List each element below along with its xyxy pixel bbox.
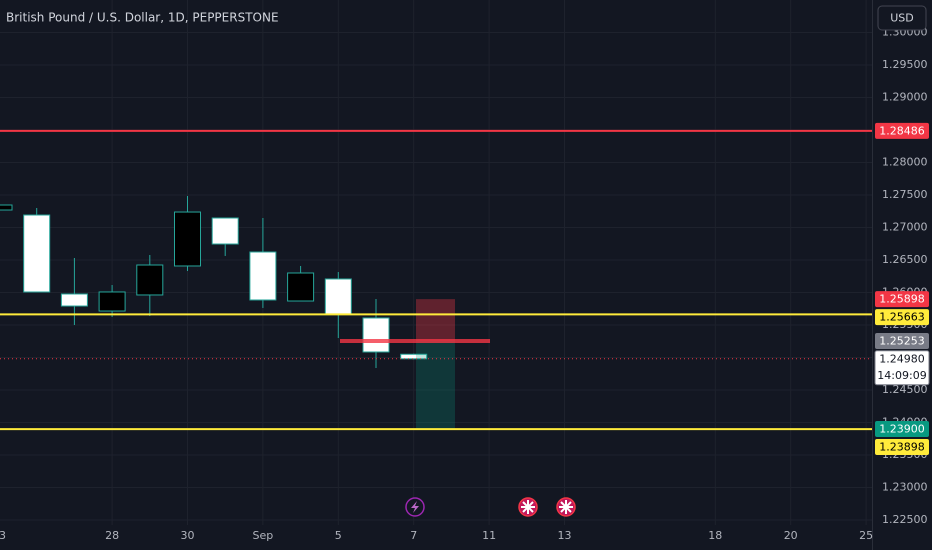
candle-body — [0, 204, 13, 211]
price-label: 1.28486 — [879, 124, 925, 137]
x-tick-label: 7 — [410, 529, 417, 542]
currency-button[interactable] — [877, 5, 927, 31]
price-label-box — [874, 350, 930, 386]
candle-body — [362, 317, 390, 353]
price-label-box — [875, 420, 929, 437]
y-tick-label: 1.27000 — [882, 220, 928, 233]
countdown: 14:09:09 — [877, 369, 926, 382]
price-axis: 1.300001.295001.290001.285001.280001.275… — [874, 25, 930, 526]
candle-body — [98, 291, 126, 312]
price-label: 1.25663 — [879, 311, 925, 324]
x-tick-label: 20 — [784, 529, 798, 542]
x-tick-label: 23 — [0, 529, 6, 542]
x-tick-label: 5 — [335, 529, 342, 542]
price-label: 1.23898 — [879, 440, 925, 453]
price-label-box — [875, 309, 929, 326]
candle-body — [174, 211, 201, 267]
y-tick-label: 1.29500 — [882, 58, 928, 71]
price-label: 1.25253 — [879, 335, 925, 348]
y-tick-label: 1.28000 — [882, 155, 928, 168]
price-label: 1.24980 — [879, 352, 925, 365]
position-risk — [416, 299, 455, 342]
price-label-box — [875, 438, 929, 455]
x-tick-label: 13 — [558, 529, 572, 542]
candle-body — [287, 272, 315, 302]
y-tick-label: 1.29000 — [882, 90, 928, 103]
y-tick-label: 1.26500 — [882, 253, 928, 266]
x-tick-label: 18 — [708, 529, 722, 542]
y-tick-label: 1.24500 — [882, 383, 928, 396]
price-label-box — [875, 333, 929, 350]
x-tick-label: 11 — [482, 529, 496, 542]
price-label: 1.23900 — [879, 422, 925, 435]
x-tick-label: 25 — [859, 529, 873, 542]
position-reward — [416, 341, 455, 429]
event-flag — [521, 500, 535, 514]
x-tick-label: 30 — [181, 529, 195, 542]
x-tick-label: 28 — [105, 529, 119, 542]
candle-body — [211, 217, 239, 245]
price-label-box — [875, 291, 929, 308]
y-tick-label: 1.27500 — [882, 188, 928, 201]
chart-title: British Pound / U.S. Dollar, 1D, PEPPERS… — [6, 11, 279, 25]
candle-body — [400, 353, 428, 360]
event-flag — [559, 500, 573, 514]
candle-body — [60, 293, 88, 307]
price-label-box — [875, 122, 929, 139]
price-label: 1.25898 — [879, 293, 925, 306]
currency[interactable]: USD — [890, 12, 914, 25]
candle-body — [249, 251, 277, 301]
y-tick-label: 1.22500 — [882, 513, 928, 526]
y-tick-label: 1.23000 — [882, 480, 928, 493]
candle-body — [23, 214, 51, 293]
candle-body — [324, 278, 352, 315]
event-icons — [405, 497, 576, 517]
x-tick-label: Sep — [253, 529, 274, 542]
event-bolt — [411, 501, 419, 513]
candle-body — [136, 264, 164, 296]
plot — [0, 129, 872, 431]
